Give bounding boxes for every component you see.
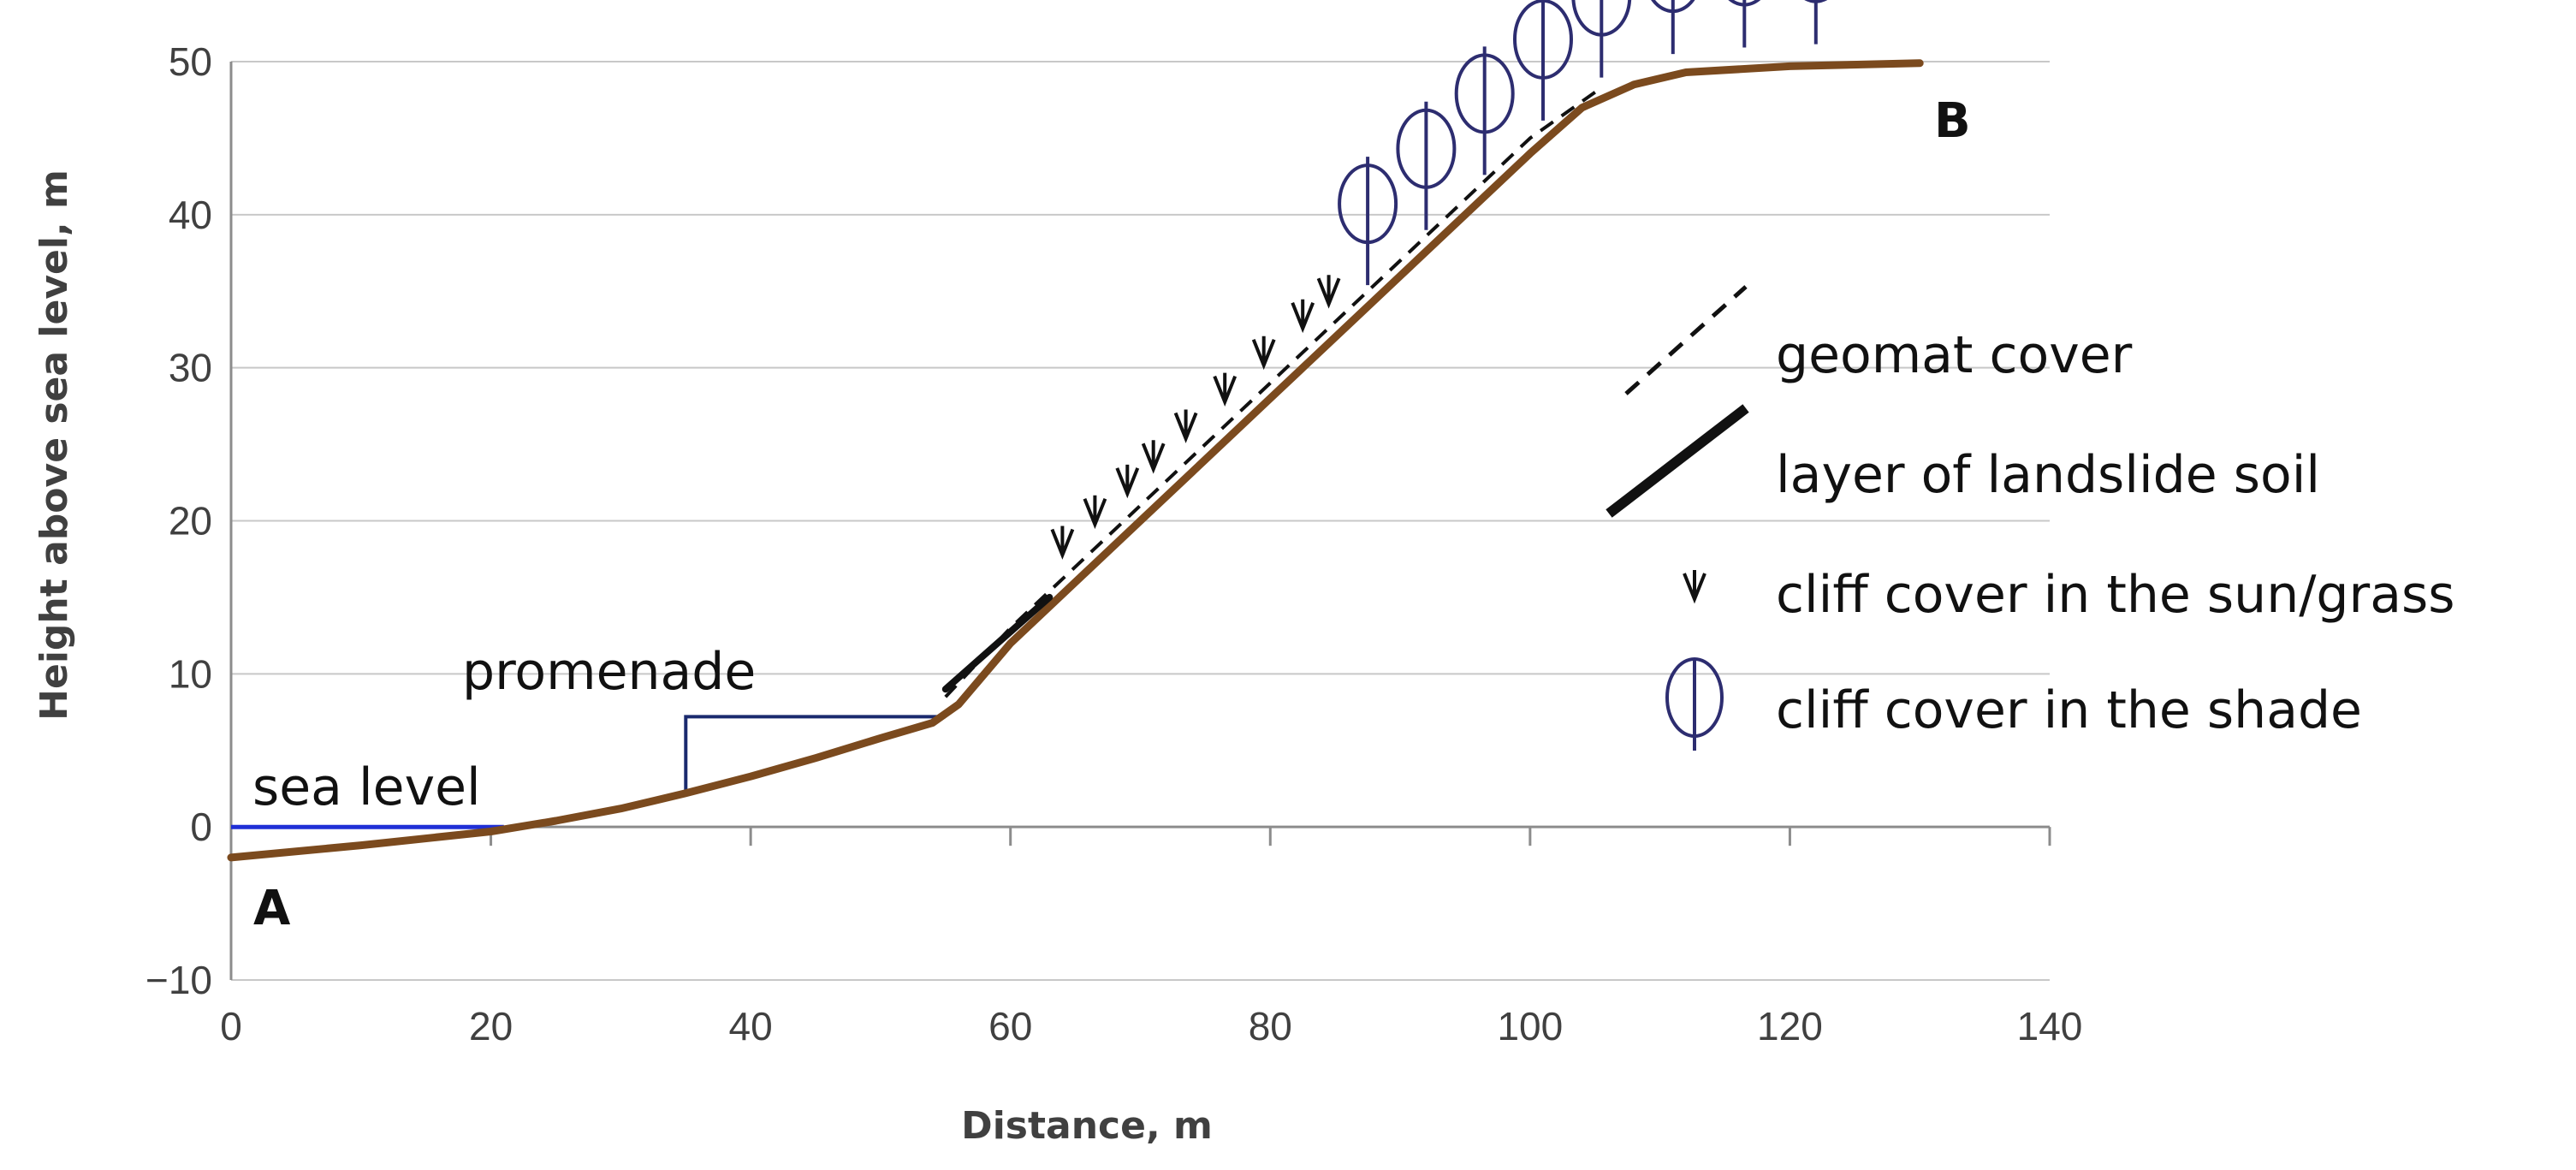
legend-grass-icon: [1683, 570, 1706, 604]
grass-stroke: [1141, 440, 1166, 474]
y-tick-label: 20: [169, 499, 212, 543]
x-tick-label: 20: [469, 1004, 513, 1048]
grass-stroke: [1251, 336, 1276, 371]
x-tick-label: 120: [1757, 1004, 1823, 1048]
series-landslide-soil: [941, 593, 1054, 693]
x-tick-label: 100: [1497, 1004, 1563, 1048]
tree-crown: [1338, 163, 1398, 245]
promenade-line: [684, 715, 946, 793]
promenade-label: promenade: [462, 642, 756, 702]
tree-crown: [1804, 0, 1828, 3]
legend-landslide-marker: [1606, 404, 1749, 518]
grass-icon: [1083, 495, 1107, 530]
tree-crown: [1396, 108, 1457, 189]
grass-stroke: [1050, 526, 1075, 560]
x-axis-title: Distance, m: [961, 1104, 1213, 1148]
tree-crown: [1651, 0, 1695, 14]
series-terrain-profile: [227, 59, 1924, 862]
grass-stroke: [1173, 409, 1198, 443]
legend-tree-icon: [1665, 657, 1724, 751]
tree-crown: [1571, 0, 1632, 37]
grass-icon: [1316, 275, 1341, 309]
point-b-label: B: [1934, 93, 1971, 149]
tree-icon: [1396, 101, 1457, 230]
series-geomat-cover: [944, 91, 1596, 698]
tree-icon: [1804, 0, 1828, 45]
grass-icon: [1251, 336, 1276, 371]
legend-label-grass: cliff cover in the sun/grass: [1776, 565, 2454, 625]
reference-lines: [231, 715, 946, 829]
sea-level-label: sea level: [252, 757, 481, 817]
y-tick-label: 0: [190, 805, 212, 849]
y-tick-label: 10: [169, 651, 212, 696]
grass-stroke: [1213, 372, 1238, 407]
legend-geomat-marker: [1624, 285, 1748, 395]
point-a-label: A: [253, 881, 291, 936]
tree-icon: [1571, 0, 1632, 78]
legend: geomat cover layer of landslide soil cli…: [1606, 285, 2454, 751]
grass-stroke: [1083, 495, 1107, 530]
grass-icon: [1050, 526, 1075, 560]
tree-crown: [1728, 0, 1761, 7]
x-tick-label: 140: [2017, 1004, 2083, 1048]
series: [227, 59, 1924, 862]
tree-crown: [1513, 0, 1573, 80]
grass-stroke: [1115, 464, 1140, 499]
grass-stroke: [1291, 299, 1315, 334]
legend-label-shade: cliff cover in the shade: [1776, 680, 2362, 740]
y-tick-label: −10: [145, 958, 212, 1002]
covers: [1050, 0, 1828, 560]
grass-icon: [1173, 409, 1198, 443]
y-tick-label: 50: [169, 39, 212, 84]
x-tick-label: 0: [220, 1004, 242, 1048]
grass-icon: [1213, 372, 1238, 407]
y-tick-label: 40: [169, 193, 212, 237]
tree-icon: [1338, 157, 1398, 286]
grass-icon: [1291, 299, 1315, 334]
legend-label-geomat: geomat cover: [1776, 325, 2133, 385]
x-tick-label: 40: [729, 1004, 773, 1048]
tree-icon: [1454, 46, 1515, 175]
y-tick-label: 30: [169, 346, 212, 390]
tree-crown: [1454, 53, 1515, 134]
grass-stroke: [1316, 275, 1341, 309]
grass-icon: [1141, 440, 1166, 474]
tree-icon: [1728, 0, 1761, 48]
y-axis-title: Height above sea level, m: [33, 169, 76, 721]
x-tick-label: 80: [1249, 1004, 1292, 1048]
grass-icon: [1115, 464, 1140, 499]
tree-icon: [1513, 0, 1573, 121]
tree-icon: [1651, 0, 1695, 55]
x-tick-label: 60: [988, 1004, 1032, 1048]
legend-label-landslide: layer of landslide soil: [1776, 445, 2320, 505]
